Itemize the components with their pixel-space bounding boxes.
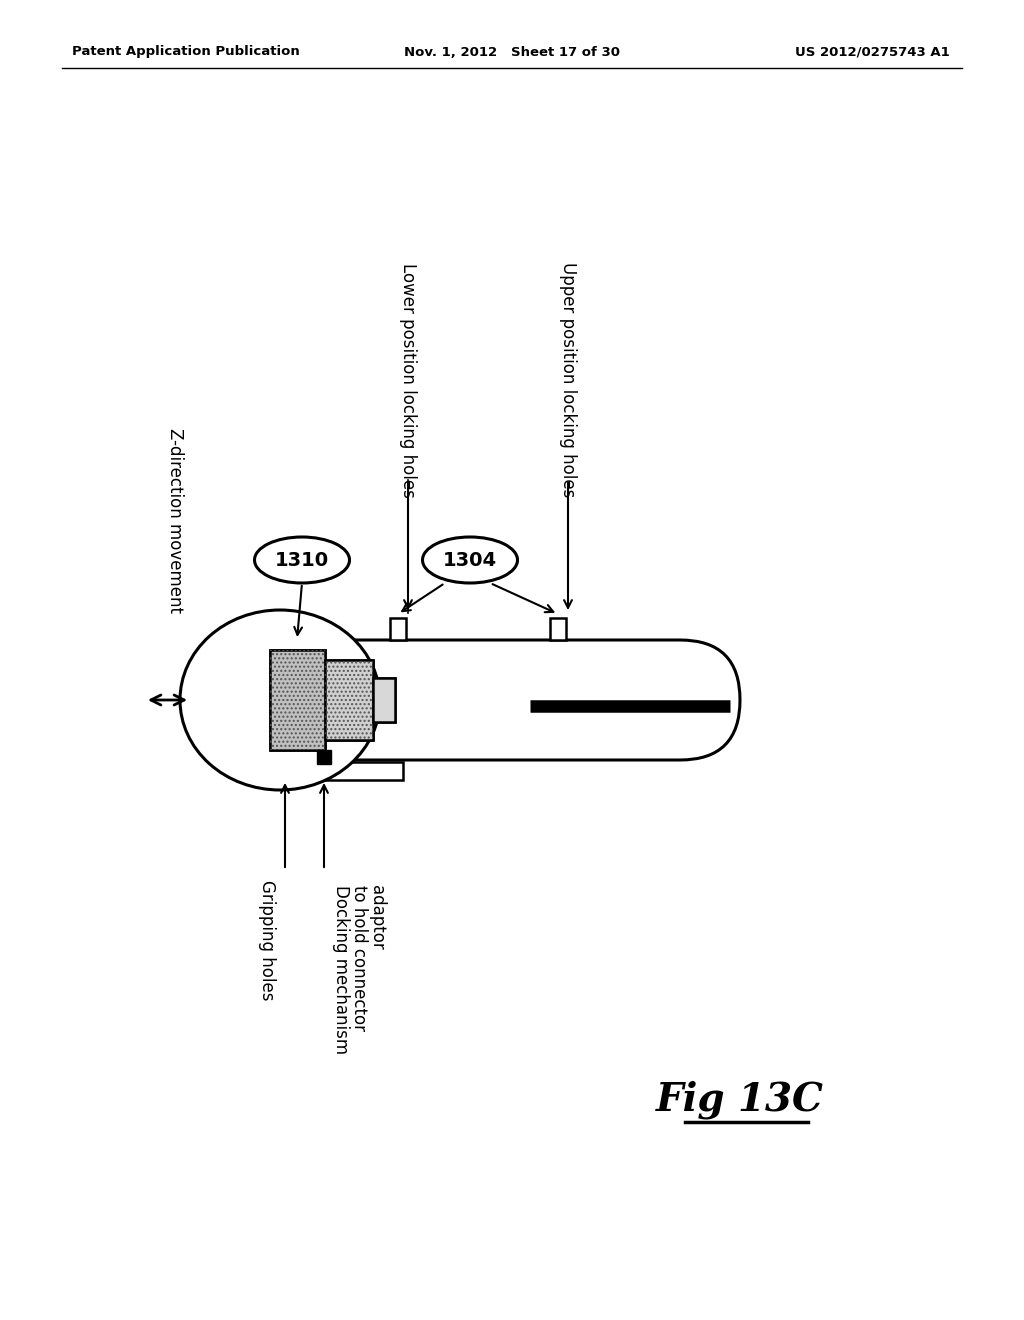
Bar: [373, 678, 395, 722]
Text: Z-direction movement: Z-direction movement: [166, 428, 184, 612]
Text: Patent Application Publication: Patent Application Publication: [72, 45, 300, 58]
Bar: [270, 649, 325, 750]
Bar: [270, 649, 325, 750]
Ellipse shape: [180, 610, 380, 789]
Text: 1304: 1304: [443, 550, 497, 569]
Bar: [260, 762, 403, 780]
Text: Upper position locking holes: Upper position locking holes: [559, 263, 577, 498]
Text: Docking mechanism: Docking mechanism: [332, 884, 350, 1055]
Bar: [325, 660, 373, 741]
Bar: [550, 618, 566, 640]
Bar: [270, 649, 325, 750]
Text: to hold connector: to hold connector: [350, 884, 368, 1031]
Text: 1310: 1310: [274, 550, 329, 569]
Bar: [270, 649, 325, 750]
Bar: [325, 660, 373, 741]
Text: Fig 13C: Fig 13C: [656, 1081, 824, 1119]
Bar: [325, 660, 373, 741]
Text: adaptor: adaptor: [368, 884, 386, 950]
Text: Nov. 1, 2012   Sheet 17 of 30: Nov. 1, 2012 Sheet 17 of 30: [404, 45, 620, 58]
Ellipse shape: [255, 537, 349, 583]
Text: Lower position locking holes: Lower position locking holes: [399, 263, 417, 498]
FancyBboxPatch shape: [280, 640, 740, 760]
Text: US 2012/0275743 A1: US 2012/0275743 A1: [796, 45, 950, 58]
Bar: [373, 678, 395, 722]
Bar: [390, 618, 406, 640]
Bar: [325, 660, 373, 741]
Bar: [317, 750, 331, 764]
Ellipse shape: [423, 537, 517, 583]
Text: Gripping holes: Gripping holes: [258, 880, 276, 1001]
